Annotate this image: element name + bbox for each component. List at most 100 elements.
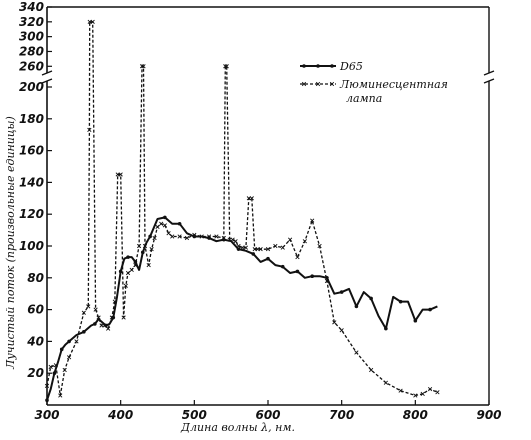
y-tick-label: 260 [19, 59, 44, 73]
legend-marker-d65 [316, 64, 320, 68]
data-point-fluorescent-lamp [265, 247, 271, 252]
data-point-d65 [354, 304, 359, 309]
data-point-fluorescent-lamp [48, 364, 53, 369]
x-axis-title: Длина волны λ, нм. [180, 421, 295, 434]
x-tick-label: 500 [182, 408, 207, 422]
data-point-fluorescent-lamp [121, 315, 126, 320]
data-point-fluorescent-lamp [354, 350, 359, 355]
legend-label-fluorescent-lamp: Люминесцентная лампа [339, 78, 448, 105]
y-tick-label: 180 [19, 112, 44, 126]
data-point-d65 [177, 221, 182, 226]
y-tick-label: 340 [19, 0, 44, 14]
axis-break-mark-left-1 [41, 70, 53, 76]
data-point-fluorescent-lamp [273, 243, 278, 249]
data-point-fluorescent-lamp [206, 234, 212, 239]
data-point-d65 [93, 322, 97, 326]
data-point-fluorescent-lamp [87, 127, 92, 133]
data-point-d65 [82, 330, 86, 334]
data-point-fluorescent-lamp [233, 239, 238, 244]
legend-label-line: Люминесцентная [339, 78, 448, 91]
data-point-fluorescent-lamp [155, 224, 160, 230]
data-point-fluorescent-lamp [224, 64, 229, 69]
data-point-fluorescent-lamp [166, 231, 171, 236]
x-tick-label: 600 [255, 408, 280, 422]
axis-break-mark-left-2 [41, 78, 53, 84]
data-point-fluorescent-lamp [162, 223, 167, 228]
data-point-fluorescent-lamp [214, 234, 219, 239]
y-tick-label: 280 [19, 44, 44, 58]
data-point-fluorescent-lamp [221, 235, 226, 241]
data-point-fluorescent-lamp [302, 239, 307, 244]
data-point-d65 [236, 247, 241, 251]
data-point-fluorescent-lamp [125, 270, 131, 276]
data-point-d65 [163, 215, 167, 220]
data-point-fluorescent-lamp [230, 237, 235, 242]
data-point-d65 [339, 290, 344, 294]
data-point-fluorescent-lamp [192, 232, 197, 237]
data-point-fluorescent-lamp [199, 234, 204, 239]
y-tick-label: 100 [19, 239, 44, 253]
data-point-fluorescent-lamp [141, 64, 146, 69]
data-point-fluorescent-lamp [44, 383, 50, 389]
data-point-fluorescent-lamp [339, 328, 344, 333]
legend-marker-fluorescent-lamp [315, 81, 321, 87]
y-tick-label: 320 [19, 15, 44, 29]
data-point-fluorescent-lamp [86, 304, 91, 309]
data-point-fluorescent-lamp [149, 247, 154, 252]
x-tick-label: 300 [34, 408, 59, 422]
data-point-d65 [251, 252, 256, 256]
data-point-fluorescent-lamp [139, 64, 145, 69]
data-point-fluorescent-lamp [170, 234, 175, 239]
data-point-d65 [140, 250, 145, 255]
data-point-fluorescent-lamp [123, 283, 128, 288]
data-point-fluorescent-lamp [249, 196, 254, 201]
y-tick-label: 80 [27, 271, 44, 285]
x-tick-label: 900 [476, 408, 501, 422]
data-point-fluorescent-lamp [240, 245, 245, 250]
series-line-d65 [46, 216, 438, 401]
data-point-fluorescent-lamp [413, 393, 418, 398]
data-point-fluorescent-lamp [142, 243, 148, 249]
legend-label-d65: D65 [339, 60, 363, 73]
data-point-fluorescent-lamp [58, 393, 63, 398]
y-axis-title: Лучистый поток (произвольные единицы) [4, 116, 17, 370]
data-point-d65 [413, 318, 418, 323]
axis-break-mark-right-2 [483, 78, 495, 84]
data-point-fluorescent-lamp [62, 367, 67, 373]
data-point-fluorescent-lamp [398, 388, 403, 393]
data-point-d65 [369, 296, 373, 301]
legend-label-line: лампа [346, 92, 382, 105]
data-point-fluorescent-lamp [136, 243, 142, 249]
y-tick-label: 40 [26, 334, 44, 348]
data-point-d65 [384, 326, 388, 331]
data-point-fluorescent-lamp [236, 243, 241, 249]
data-point-fluorescent-lamp [96, 315, 101, 320]
data-point-fluorescent-lamp [133, 262, 138, 268]
y-tick-label: 200 [19, 80, 44, 94]
data-point-fluorescent-lamp [295, 255, 300, 260]
data-point-fluorescent-lamp [332, 320, 337, 325]
data-point-fluorescent-lamp [102, 323, 107, 328]
data-point-fluorescent-lamp [435, 390, 440, 395]
data-point-fluorescent-lamp [159, 221, 164, 226]
y-tick-label: 120 [19, 207, 44, 221]
data-point-d65 [148, 234, 152, 239]
data-point-d65 [266, 256, 270, 261]
data-point-fluorescent-lamp [223, 64, 228, 69]
data-point-fluorescent-lamp [184, 235, 190, 241]
data-point-d65 [52, 371, 57, 376]
y-tick-label: 20 [27, 366, 44, 380]
data-point-d65 [310, 274, 315, 279]
data-point-fluorescent-lamp [109, 315, 114, 320]
legend-marker-fluorescent-lamp [329, 81, 335, 87]
data-point-fluorescent-lamp [317, 243, 322, 249]
data-point-d65 [280, 264, 285, 269]
data-point-d65 [118, 269, 123, 274]
data-point-d65 [398, 299, 403, 304]
data-point-fluorescent-lamp [287, 237, 293, 242]
data-point-fluorescent-lamp [369, 367, 374, 373]
y-tick-label: 300 [19, 30, 44, 44]
data-point-fluorescent-lamp [324, 278, 330, 284]
data-point-fluorescent-lamp [118, 172, 123, 177]
